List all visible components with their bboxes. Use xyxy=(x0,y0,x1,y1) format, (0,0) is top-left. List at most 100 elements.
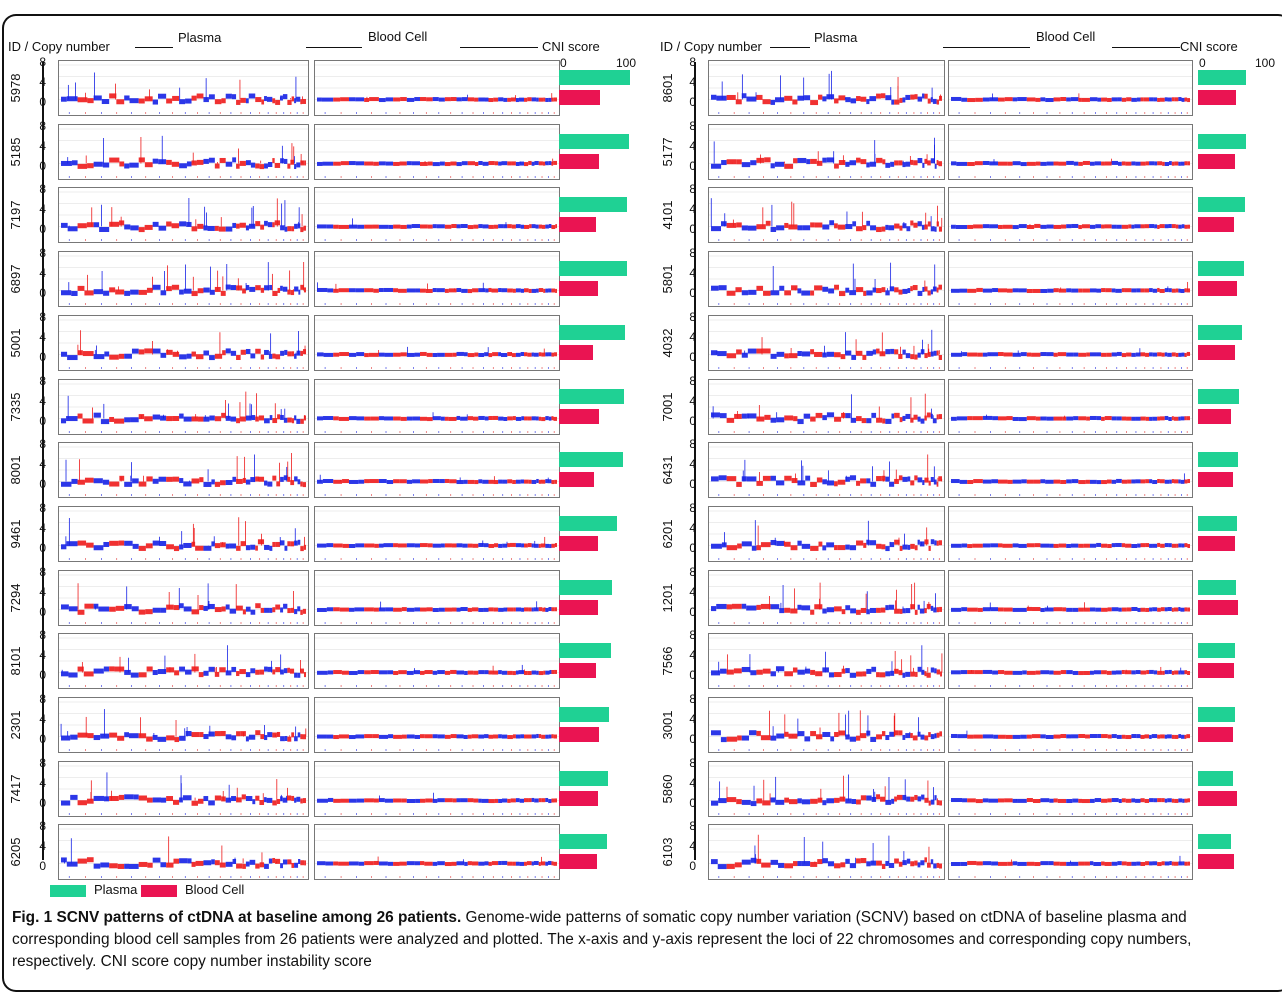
y-tick-label: 0 xyxy=(39,413,46,428)
chromosome-segment xyxy=(179,858,192,879)
copy-number-segment xyxy=(791,478,798,484)
chromosome-segment xyxy=(498,160,508,178)
copy-number-segment xyxy=(225,415,231,421)
copy-number-segment xyxy=(152,414,161,420)
chromosome-segment xyxy=(1149,670,1158,688)
chromosome-segment xyxy=(711,475,727,497)
copy-number-segment xyxy=(484,734,489,739)
copy-number-segment xyxy=(1121,670,1125,675)
copy-number-segment xyxy=(364,798,374,803)
chromosome-segment xyxy=(726,219,742,242)
chromosome-segment xyxy=(551,798,557,815)
copy-number-segment xyxy=(1184,670,1188,675)
copy-number-segment xyxy=(484,670,489,675)
chromosome-segment xyxy=(279,94,288,114)
y-tick-label: 4 xyxy=(689,520,696,535)
chromosome-segment xyxy=(203,582,215,624)
plasma-track-svg xyxy=(59,829,308,879)
copy-number-segment xyxy=(152,858,161,864)
cni-bar-plasma xyxy=(559,707,610,722)
copy-number-segment xyxy=(119,475,125,481)
copy-number-segment xyxy=(209,354,215,360)
chromosome-segment xyxy=(1078,415,1090,433)
copy-number-segment xyxy=(373,288,379,293)
copy-number-segment xyxy=(98,606,110,612)
chromosome-segment xyxy=(264,161,273,178)
chromosome-segment xyxy=(77,155,94,178)
chromosome-segment xyxy=(551,288,557,306)
chromosome-segment xyxy=(109,657,125,688)
chromosome-segment xyxy=(488,351,499,369)
chromosome-segment xyxy=(531,97,539,114)
chromosome-segment xyxy=(924,153,931,178)
copy-number-segment xyxy=(792,99,798,105)
copy-number-segment xyxy=(257,539,265,545)
copy-number-segment xyxy=(924,286,928,292)
chromosome-segment xyxy=(551,158,557,178)
blood-cell-track xyxy=(314,760,560,817)
copy-number-segment xyxy=(810,609,815,615)
copy-number-segment xyxy=(1164,224,1169,229)
copy-number-segment xyxy=(503,607,508,612)
chromosome-segment xyxy=(545,543,552,560)
chromosome-segment xyxy=(166,221,180,242)
copy-number-segment xyxy=(280,477,284,483)
copy-number-segment xyxy=(845,476,850,482)
copy-number-segment xyxy=(138,672,147,678)
chromosome-segment xyxy=(179,774,192,815)
copy-number-segment xyxy=(1184,225,1188,230)
copy-number-segment xyxy=(536,733,539,738)
chromosome-segment xyxy=(756,595,771,624)
chromosome-segment xyxy=(885,661,895,688)
copy-number-segment xyxy=(814,351,823,357)
copy-number-segment xyxy=(444,352,453,357)
copy-number-segment xyxy=(172,415,180,421)
copy-number-segment xyxy=(751,545,757,551)
copy-number-segment xyxy=(364,225,373,230)
copy-number-segment xyxy=(264,285,270,291)
copy-number-segment xyxy=(464,671,468,676)
copy-number-segment xyxy=(209,415,215,421)
copy-number-segment xyxy=(741,290,749,296)
chromosome-segment xyxy=(770,537,785,560)
copy-number-segment xyxy=(211,479,215,485)
cni-bar-blood-cell xyxy=(559,790,598,806)
copy-number-segment xyxy=(488,225,494,230)
copy-number-segment xyxy=(1164,542,1169,547)
copy-number-segment xyxy=(1026,671,1036,676)
copy-number-segment xyxy=(1180,415,1185,420)
chromosome-segment xyxy=(1157,97,1165,114)
copy-number-segment xyxy=(275,667,281,673)
y-tick-label: 0 xyxy=(689,95,696,109)
y-tick-label: 8 xyxy=(689,437,696,452)
chromosome-segment xyxy=(894,346,903,369)
plasma-track xyxy=(708,314,945,371)
copy-number-segment xyxy=(826,351,835,357)
chromosome-segment xyxy=(1053,543,1067,560)
copy-number-segment xyxy=(317,798,328,803)
copy-number-segment xyxy=(128,864,139,870)
chromosome-segment xyxy=(488,160,499,178)
y-tick-label: 0 xyxy=(689,540,696,555)
copy-number-segment xyxy=(426,352,433,357)
copy-number-segment xyxy=(183,288,192,294)
copy-number-segment xyxy=(255,602,261,608)
copy-number-segment xyxy=(1078,352,1087,357)
copy-number-segment xyxy=(1131,670,1136,675)
chromosome-segment xyxy=(214,845,226,879)
copy-number-segment xyxy=(159,540,167,546)
copy-number-segment xyxy=(1184,160,1188,165)
copy-number-segment xyxy=(203,545,212,551)
copy-number-segment xyxy=(818,541,823,547)
chromosome-segment xyxy=(393,479,407,497)
copy-number-segment xyxy=(862,225,867,231)
chromosome-segment xyxy=(1164,479,1172,497)
chromosome-segment xyxy=(822,70,835,114)
copy-number-segment xyxy=(291,732,295,738)
copy-number-segment xyxy=(130,289,139,295)
copy-number-segment xyxy=(61,481,72,487)
copy-number-segment xyxy=(741,352,748,358)
copy-number-segment xyxy=(333,352,340,357)
copy-number-segment xyxy=(940,671,942,677)
copy-number-segment xyxy=(158,476,167,482)
